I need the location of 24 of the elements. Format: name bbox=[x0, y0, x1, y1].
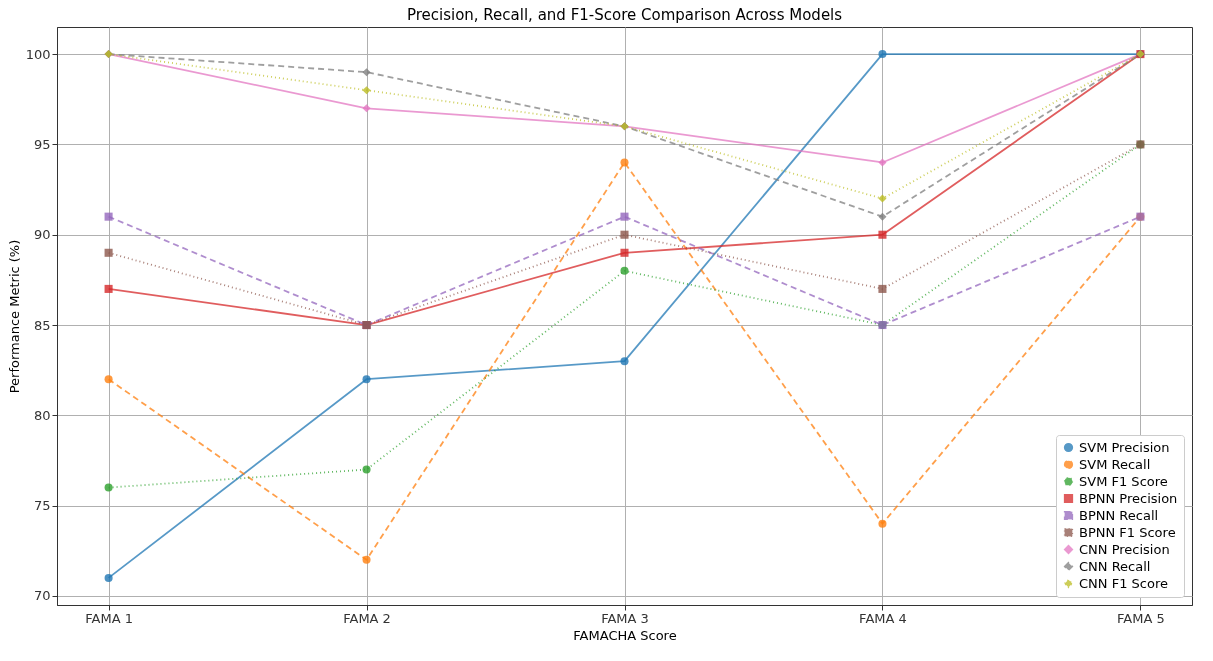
x-tick-label: FAMA 4 bbox=[859, 610, 907, 626]
y-tick-label: 75 bbox=[33, 498, 51, 514]
y-tick-label: 95 bbox=[33, 136, 51, 152]
x-tick-label: FAMA 1 bbox=[85, 610, 133, 626]
y-tick-label: 85 bbox=[33, 317, 51, 333]
y-tick-label: 100 bbox=[25, 46, 51, 62]
legend-label: SVM Precision bbox=[1079, 439, 1170, 455]
legend-label: CNN F1 Score bbox=[1079, 575, 1168, 591]
legend-label: BPNN F1 Score bbox=[1079, 524, 1176, 540]
legend-label: BPNN Recall bbox=[1079, 507, 1159, 523]
legend-label: SVM Recall bbox=[1079, 456, 1151, 472]
legend-label: BPNN Precision bbox=[1079, 490, 1178, 506]
y-axis-title: Performance Metric (%) bbox=[6, 239, 22, 394]
x-tick-label: FAMA 2 bbox=[343, 610, 391, 626]
y-tick-label: 70 bbox=[33, 588, 51, 604]
legend-label: CNN Precision bbox=[1079, 541, 1170, 557]
chart-title: Precision, Recall, and F1-Score Comparison Across Models bbox=[406, 6, 843, 24]
legend-label: CNN Recall bbox=[1079, 558, 1151, 574]
x-tick-label: FAMA 3 bbox=[601, 610, 649, 626]
x-tick-label: FAMA 5 bbox=[1117, 610, 1165, 626]
y-tick-label: 90 bbox=[33, 227, 51, 243]
x-axis-title: FAMACHA Score bbox=[573, 627, 677, 643]
legend-label: SVM F1 Score bbox=[1079, 473, 1168, 489]
y-tick-label: 80 bbox=[33, 407, 51, 423]
